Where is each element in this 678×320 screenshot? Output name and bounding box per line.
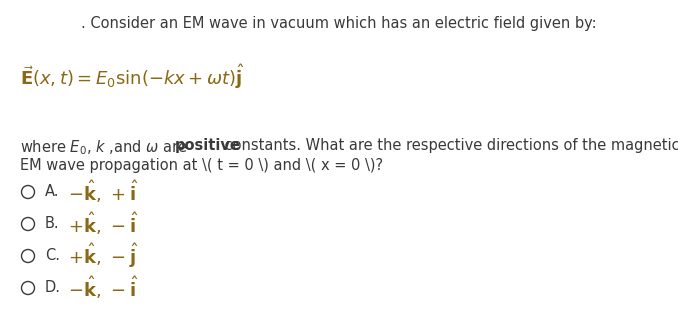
Text: . Consider an EM wave in vacuum which has an electric field given by:: . Consider an EM wave in vacuum which ha… (81, 16, 597, 31)
Text: D.: D. (45, 280, 61, 295)
Text: A.: A. (45, 184, 60, 199)
Text: $+\hat{\mathbf{k}},\, -\hat{\mathbf{j}}$: $+\hat{\mathbf{k}},\, -\hat{\mathbf{j}}$ (68, 241, 138, 270)
Text: where $E_0$, $k$ ,and $\omega$ are: where $E_0$, $k$ ,and $\omega$ are (20, 138, 188, 157)
Text: positive: positive (175, 138, 241, 153)
Text: $-\hat{\mathbf{k}},\, +\hat{\mathbf{i}}$: $-\hat{\mathbf{k}},\, +\hat{\mathbf{i}}$ (68, 178, 138, 205)
Text: constants. What are the respective directions of the magnetic field and: constants. What are the respective direc… (220, 138, 678, 153)
Text: B.: B. (45, 216, 60, 231)
Text: $-\hat{\mathbf{k}},\, -\hat{\mathbf{i}}$: $-\hat{\mathbf{k}},\, -\hat{\mathbf{i}}$ (68, 274, 138, 301)
Text: $\vec{\mathbf{E}}(x, t) = E_0 \sin(-kx + \omega t)\hat{\mathbf{j}}$: $\vec{\mathbf{E}}(x, t) = E_0 \sin(-kx +… (20, 62, 245, 91)
Text: $+\hat{\mathbf{k}},\, -\hat{\mathbf{i}}$: $+\hat{\mathbf{k}},\, -\hat{\mathbf{i}}$ (68, 210, 138, 237)
Text: C.: C. (45, 248, 60, 263)
Text: EM wave propagation at \( t = 0 \) and \( x = 0 \)?: EM wave propagation at \( t = 0 \) and \… (20, 158, 383, 173)
